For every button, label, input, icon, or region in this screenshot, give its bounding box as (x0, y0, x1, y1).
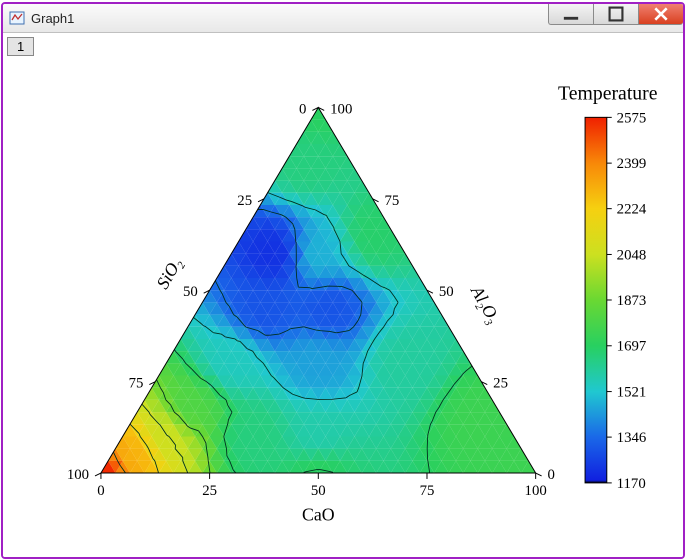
colorbar-title: Temperature (558, 83, 658, 105)
svg-text:100: 100 (67, 467, 89, 483)
svg-text:50: 50 (311, 483, 326, 499)
svg-text:25: 25 (493, 376, 508, 392)
svg-text:2399: 2399 (617, 156, 647, 172)
window-controls (548, 4, 683, 32)
client-area: 1 025507510002550751000255075100 CaO SiO… (3, 33, 683, 557)
svg-text:2575: 2575 (617, 110, 647, 126)
window-title: Graph1 (31, 11, 74, 26)
svg-text:100: 100 (330, 101, 352, 117)
ternary-plot: 025507510002550751000255075100 CaO SiO2 … (3, 63, 683, 557)
svg-text:0: 0 (548, 467, 555, 483)
svg-text:1170: 1170 (617, 476, 646, 492)
minimize-button[interactable] (548, 4, 593, 25)
axis-label-al2o3: Al2O3 (464, 281, 504, 328)
colorbar: 1170 1346 1521 1697 1873 2048 2224 2399 2575 (585, 110, 647, 492)
svg-text:2048: 2048 (617, 247, 647, 263)
close-button[interactable] (638, 4, 683, 25)
svg-text:1697: 1697 (617, 339, 647, 355)
svg-text:1346: 1346 (617, 430, 647, 446)
svg-text:50: 50 (439, 284, 454, 300)
svg-text:75: 75 (384, 193, 399, 209)
svg-text:1873: 1873 (617, 293, 647, 309)
svg-text:75: 75 (420, 483, 435, 499)
maximize-button[interactable] (593, 4, 638, 25)
window-frame: Graph1 1 (1, 2, 685, 559)
svg-text:25: 25 (237, 193, 252, 209)
svg-text:100: 100 (525, 483, 547, 499)
axis-label-cao: CaO (302, 504, 335, 524)
svg-text:1521: 1521 (617, 385, 647, 401)
sheet-tab-1[interactable]: 1 (7, 37, 34, 56)
title-bar[interactable]: Graph1 (3, 4, 683, 33)
app-icon (9, 10, 25, 26)
svg-text:50: 50 (183, 284, 198, 300)
plot-svg: 025507510002550751000255075100 CaO SiO2 … (3, 63, 683, 557)
svg-text:0: 0 (97, 483, 104, 499)
svg-text:25: 25 (202, 483, 217, 499)
svg-text:Al2O3: Al2O3 (464, 281, 504, 328)
svg-text:75: 75 (129, 376, 144, 392)
svg-text:2224: 2224 (617, 202, 647, 218)
svg-text:0: 0 (299, 101, 306, 117)
